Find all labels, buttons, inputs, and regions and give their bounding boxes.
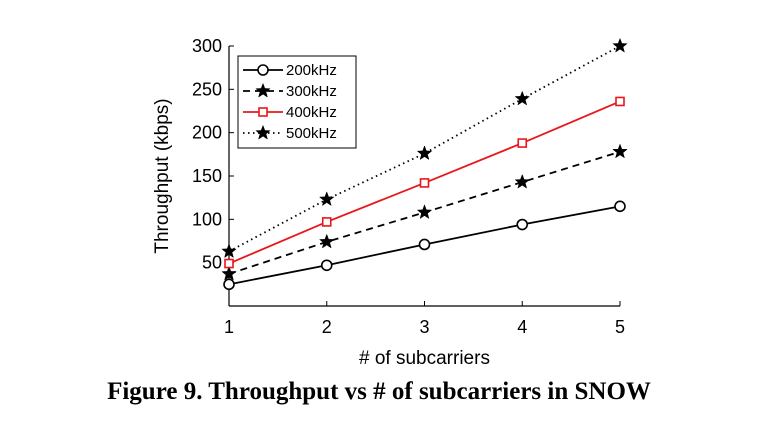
x-tick-label: 3 <box>419 317 429 337</box>
throughput-chart: 1 2 3 4 5 50 100 150 200 250 300 200kHz 300kHz 400kH… <box>152 36 628 369</box>
series-layer <box>221 37 628 291</box>
data-point <box>221 243 237 259</box>
data-point <box>321 217 332 227</box>
data-point <box>419 178 430 188</box>
y-tick-label: 300 <box>192 36 222 56</box>
series-300kHz <box>221 143 628 281</box>
legend-label: 300kHz <box>286 83 337 100</box>
series-200kHz <box>223 200 626 291</box>
data-point <box>612 143 628 159</box>
legend: 200kHz 300kHz 400kHz 500kHz <box>237 55 357 149</box>
y-tick-label: 250 <box>192 79 222 99</box>
legend-marker <box>257 64 269 76</box>
x-axis-label: # of subcarriers <box>359 348 490 369</box>
series-500kHz <box>221 37 628 259</box>
data-point <box>418 238 431 251</box>
x-tick-label: 2 <box>322 317 332 337</box>
data-point <box>514 90 531 106</box>
x-tick-label: 5 <box>615 317 625 337</box>
x-tick-label: 4 <box>517 317 527 337</box>
y-tick-label: 200 <box>192 123 222 143</box>
figure-caption: Figure 9. Throughput vs # of subcarriers… <box>107 378 651 405</box>
data-point <box>223 278 235 291</box>
legend-item: 400kHz <box>243 104 337 121</box>
data-point <box>318 233 335 249</box>
data-point <box>221 265 237 281</box>
data-point <box>516 218 529 231</box>
data-point <box>416 204 433 220</box>
y-tick-label: 100 <box>192 209 222 229</box>
legend-item: 500kHz <box>243 124 337 142</box>
legend-item: 200kHz <box>243 62 337 79</box>
data-point <box>318 191 335 207</box>
data-point <box>320 259 333 272</box>
x-tick-label: 1 <box>224 317 234 337</box>
legend-label: 200kHz <box>286 62 337 79</box>
data-point <box>517 138 528 148</box>
series-400kHz <box>224 96 625 269</box>
y-tick-label: 150 <box>192 166 222 186</box>
data-point <box>615 96 625 107</box>
legend-marker <box>258 107 268 117</box>
legend-item: 300kHz <box>243 82 337 100</box>
legend-label: 400kHz <box>286 104 337 121</box>
data-point <box>612 37 628 53</box>
legend-label: 500kHz <box>286 125 337 142</box>
y-axis-label: Throughput (kbps) <box>152 98 173 253</box>
tick-marks: 1 2 3 4 5 50 100 150 200 250 300 <box>192 36 625 337</box>
data-point <box>224 258 234 269</box>
legend-marker <box>255 82 271 98</box>
legend-marker <box>255 124 271 140</box>
y-tick-label: 50 <box>202 253 222 273</box>
data-point <box>614 200 626 213</box>
data-point <box>416 145 433 161</box>
data-point <box>514 173 531 189</box>
